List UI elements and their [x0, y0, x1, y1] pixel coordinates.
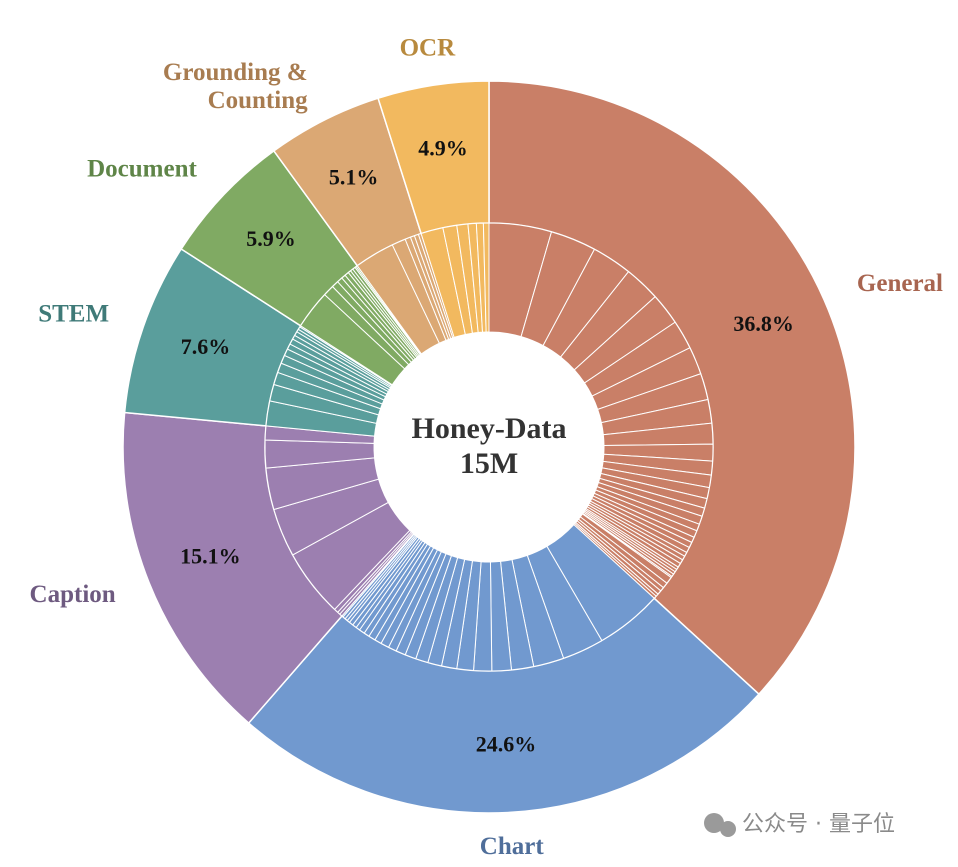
category-label: Chart: [480, 833, 545, 860]
category-label: Caption: [30, 581, 116, 608]
category-label: STEM: [38, 300, 109, 327]
value-label: 36.8%: [733, 311, 794, 336]
value-label: 7.6%: [181, 334, 231, 359]
category-label: General: [857, 270, 943, 297]
value-label: 24.6%: [476, 732, 537, 757]
watermark: 公众号 · 量子位: [742, 812, 895, 837]
value-label: 5.9%: [246, 226, 296, 251]
category-label: OCR: [400, 34, 457, 61]
inner-slice: [482, 222, 490, 333]
watermark-icon: [704, 813, 736, 837]
center-label: 15M: [460, 447, 518, 480]
category-label: Document: [87, 156, 197, 183]
value-label: 15.1%: [180, 543, 241, 568]
value-label: 4.9%: [418, 136, 468, 161]
center-label: Honey-Data: [412, 412, 567, 445]
value-label: 5.1%: [329, 164, 379, 189]
rings: [122, 80, 856, 814]
category-label: Grounding & Counting: [163, 59, 308, 114]
